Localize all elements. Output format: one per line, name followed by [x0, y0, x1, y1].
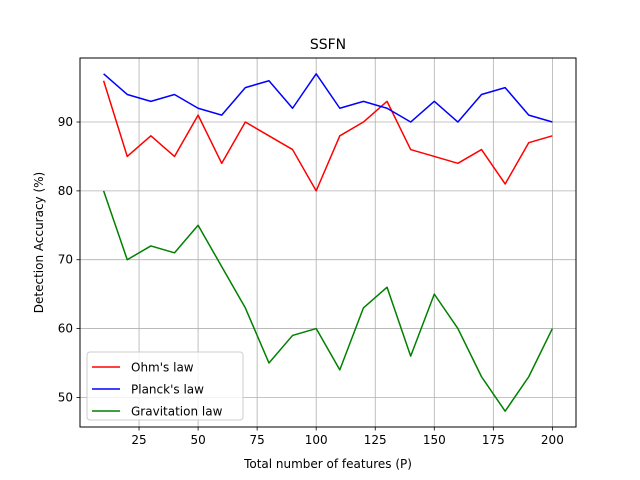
- y-tick-label: 50: [58, 390, 73, 404]
- y-tick-label: 70: [58, 253, 73, 267]
- x-tick-label: 125: [364, 433, 387, 447]
- legend-label-ohm-s-law: Ohm's law: [131, 361, 194, 375]
- y-tick-label: 90: [58, 115, 73, 129]
- x-tick-label: 25: [131, 433, 146, 447]
- series-lines: [102, 73, 554, 412]
- legend-box: [86, 351, 244, 421]
- axis-ticks: 25 50 75 100 125 150 175 200 50 60 70 80 90: [58, 115, 564, 447]
- x-tick-label: 50: [190, 433, 205, 447]
- plot-frame: [79, 57, 577, 428]
- series-line-gravitation-law: [102, 190, 554, 412]
- chart-title: SSFN: [310, 37, 346, 53]
- x-tick-label: 75: [250, 433, 265, 447]
- legend-label-gravitation-law: Gravitation law: [131, 405, 223, 419]
- legend-label-planck-s-law: Planck's law: [131, 383, 204, 397]
- x-tick-label: 200: [541, 433, 564, 447]
- legend: Ohm's law Planck's law Gravitation law: [86, 351, 244, 421]
- x-tick-label: 175: [482, 433, 505, 447]
- y-tick-label: 60: [58, 322, 73, 336]
- series-line-ohm-s-law: [102, 80, 553, 192]
- x-tick-label: 100: [305, 433, 328, 447]
- x-axis-label: Total number of features (P): [243, 457, 412, 471]
- series-line-planck-s-law: [103, 73, 553, 123]
- y-axis-label: Detection Accuracy (%): [32, 172, 46, 313]
- grid-lines: [80, 58, 576, 427]
- x-tick-label: 150: [423, 433, 446, 447]
- y-tick-label: 80: [58, 184, 73, 198]
